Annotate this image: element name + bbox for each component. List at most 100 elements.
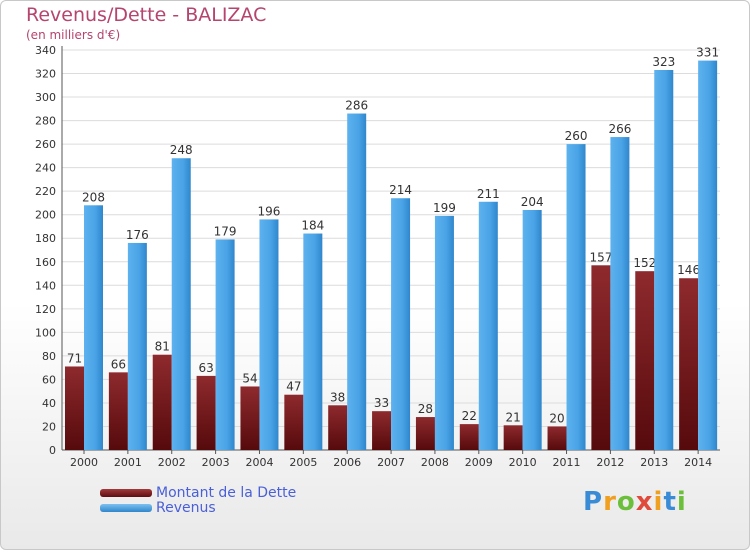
x-tick-label: 2006 — [333, 456, 361, 469]
legend-label-revenus: Revenus — [156, 500, 216, 516]
data-label: 157 — [589, 250, 612, 264]
bar-dette — [635, 271, 655, 450]
data-label: 47 — [286, 380, 301, 394]
bar-dette — [547, 426, 567, 450]
x-tick-label: 2001 — [114, 456, 142, 469]
data-label: 81 — [155, 340, 170, 354]
data-label: 146 — [677, 263, 700, 277]
data-label: 248 — [170, 143, 193, 157]
bar-revenus — [127, 242, 147, 450]
bar-dette — [284, 394, 304, 450]
x-tick-label: 2009 — [465, 456, 493, 469]
data-label: 20 — [549, 411, 564, 425]
bar-revenus — [698, 60, 718, 451]
data-label: 260 — [565, 129, 588, 143]
x-tick-label: 2000 — [70, 456, 98, 469]
data-label: 214 — [389, 183, 412, 197]
bar-dette — [108, 372, 128, 450]
y-tick-label: 160 — [35, 256, 56, 269]
y-tick-label: 320 — [35, 68, 56, 81]
x-tick-label: 2007 — [377, 456, 405, 469]
y-tick-label: 100 — [35, 326, 56, 339]
bar-revenus — [215, 239, 235, 450]
y-tick-label: 200 — [35, 209, 56, 222]
bar-revenus — [303, 233, 323, 450]
y-tick-label: 20 — [42, 420, 56, 433]
x-tick-label: 2002 — [158, 456, 186, 469]
y-tick-label: 140 — [35, 279, 56, 292]
legend-label-dette: Montant de la Dette — [156, 485, 297, 501]
data-label: 184 — [301, 219, 324, 233]
bar-dette — [372, 411, 392, 450]
y-tick-label: 180 — [35, 232, 56, 245]
y-tick-label: 60 — [42, 373, 56, 386]
bar-revenus — [566, 144, 586, 450]
bar-dette — [196, 375, 216, 450]
y-tick-label: 340 — [35, 44, 56, 57]
x-tick-label: 2005 — [289, 456, 317, 469]
y-tick-label: 300 — [35, 91, 56, 104]
bar-revenus — [259, 219, 279, 450]
data-label: 331 — [696, 46, 719, 60]
bar-revenus — [84, 205, 103, 450]
y-tick-label: 40 — [42, 397, 56, 410]
data-label: 211 — [477, 187, 500, 201]
x-tick-label: 2003 — [202, 456, 230, 469]
data-label: 176 — [126, 228, 149, 242]
data-label: 54 — [242, 371, 257, 385]
data-label: 28 — [418, 402, 433, 416]
data-label: 266 — [608, 122, 631, 136]
y-tick-label: 220 — [35, 185, 56, 198]
x-tick-label: 2014 — [684, 456, 712, 469]
y-tick-label: 120 — [35, 303, 56, 316]
legend-swatch-dette — [100, 489, 152, 497]
x-tick-label: 2008 — [421, 456, 449, 469]
bar-dette — [459, 424, 479, 450]
data-label: 196 — [258, 204, 281, 218]
data-label: 286 — [345, 99, 368, 113]
y-tick-label: 280 — [35, 115, 56, 128]
bar-dette — [65, 366, 84, 450]
bar-revenus — [347, 113, 367, 450]
bar-revenus — [610, 137, 630, 450]
data-label: 21 — [506, 410, 521, 424]
y-tick-label: 0 — [49, 444, 56, 457]
data-label: 204 — [521, 195, 544, 209]
data-label: 71 — [67, 351, 82, 365]
data-label: 179 — [214, 224, 237, 238]
x-tick-label: 2004 — [245, 456, 273, 469]
bar-dette — [415, 417, 435, 450]
bar-dette — [328, 405, 348, 450]
x-tick-label: 2010 — [509, 456, 537, 469]
data-label: 66 — [111, 357, 126, 371]
bar-dette — [503, 425, 523, 450]
x-tick-label: 2011 — [553, 456, 581, 469]
legend-swatch-revenus — [100, 504, 152, 512]
proxiti-logo: Proxiti — [583, 487, 687, 517]
bar-revenus — [171, 158, 191, 450]
data-label: 63 — [198, 361, 213, 375]
bar-dette — [152, 354, 172, 450]
bar-revenus — [478, 201, 498, 450]
data-label: 152 — [633, 256, 656, 270]
bar-dette — [240, 386, 260, 450]
x-tick-label: 2013 — [640, 456, 668, 469]
data-label: 38 — [330, 390, 345, 404]
y-tick-label: 260 — [35, 138, 56, 151]
chart-title: Revenus/Dette - BALIZAC — [26, 4, 267, 26]
x-tick-label: 2012 — [596, 456, 624, 469]
y-tick-label: 80 — [42, 350, 56, 363]
data-label: 208 — [82, 190, 105, 204]
bar-dette — [679, 278, 699, 450]
bar-revenus — [434, 215, 454, 450]
data-label: 199 — [433, 201, 456, 215]
bar-revenus — [654, 70, 674, 450]
bar-dette — [591, 265, 611, 450]
chart-subtitle: (en milliers d'€) — [26, 28, 121, 42]
data-label: 33 — [374, 396, 389, 410]
y-tick-label: 240 — [35, 162, 56, 175]
bar-revenus — [391, 198, 411, 450]
bar-revenus — [522, 210, 542, 450]
data-label: 22 — [462, 409, 477, 423]
